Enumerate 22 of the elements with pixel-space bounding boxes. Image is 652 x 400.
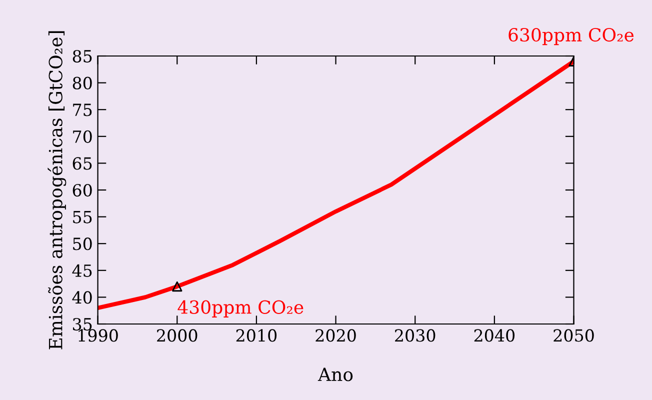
x-tick-label: 2030 [395, 329, 436, 342]
x-tick-label: 2020 [316, 329, 356, 342]
y-tick-label: 60 [72, 184, 92, 197]
y-tick-label: 45 [72, 264, 92, 277]
y-tick-label: 85 [72, 50, 92, 63]
y-axis-title: Emissões antropogénicas [GtCO₂e] [48, 31, 66, 350]
y-tick-label: 65 [72, 157, 92, 170]
y-tick-label: 35 [73, 318, 92, 331]
y-tick-label: 50 [73, 238, 92, 250]
annotation: 430ppm CO₂e [178, 300, 304, 318]
annotation: 630ppm CO₂e [508, 28, 634, 46]
y-tick-label: 80 [72, 76, 92, 90]
x-tick-label: 2040 [474, 329, 515, 342]
y-tick-label: 40 [72, 291, 92, 304]
y-tick-label: 55 [73, 210, 92, 224]
x-axis-title: Ano [318, 368, 353, 382]
y-tick-label: 75 [73, 104, 92, 116]
y-tick-label: 70 [73, 130, 92, 143]
x-tick-label: 1990 [78, 329, 118, 342]
x-tick-label: 2010 [236, 329, 277, 342]
x-tick-label: 2050 [554, 329, 594, 342]
x-tick-label: 2000 [157, 329, 198, 342]
